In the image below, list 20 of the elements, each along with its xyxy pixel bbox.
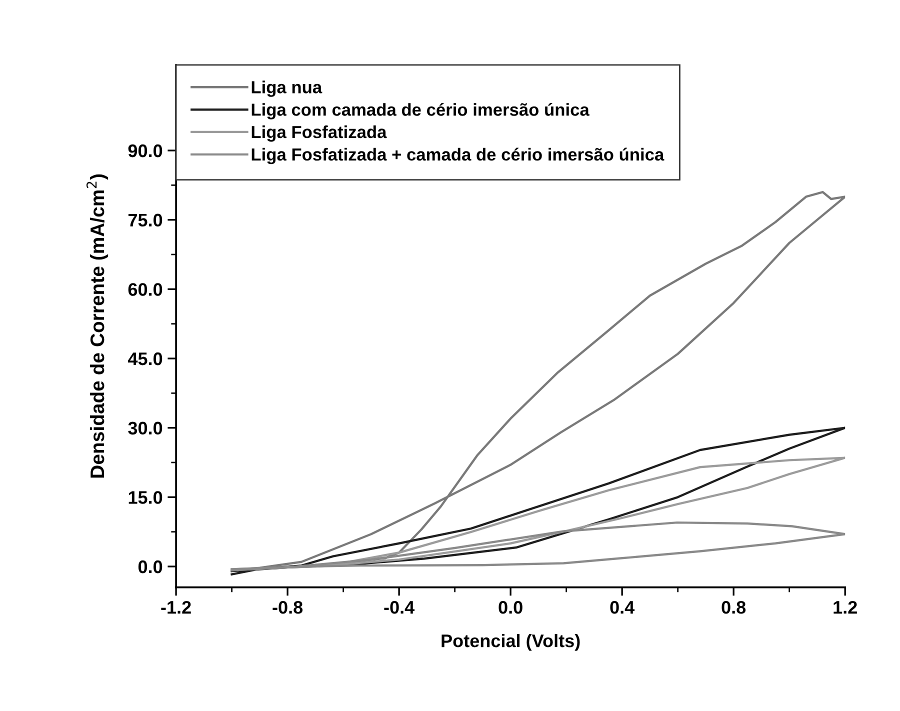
legend-label: Liga nua [252, 80, 322, 97]
y-tick-label: 0.0 [138, 560, 162, 574]
x-axis-title: Potencial (Volts) [442, 634, 580, 651]
legend-label: Liga Fosfatizada [252, 125, 387, 142]
y-tick-label: 90.0 [128, 144, 162, 158]
y-tick-label: 15.0 [128, 491, 162, 504]
legend-label: Liga com camada de cério imersão única [252, 102, 590, 120]
y-tick-label: 30.0 [128, 422, 162, 435]
x-tick-label: 0.8 [722, 600, 746, 614]
y-tick-label: 45.0 [128, 352, 162, 366]
y-tick-label: 60.0 [128, 283, 162, 296]
legend-label: Liga Fosfatizada + camada de cério imersão única [252, 148, 664, 164]
x-tick-label: 0.4 [610, 600, 635, 614]
x-tick-label: -0.8 [272, 600, 303, 614]
x-tick-label: 0.0 [498, 600, 522, 614]
y-axis-title: Densidade de Corrente (mA/cm$^{2}$) [86, 174, 108, 478]
x-tick-label: -0.4 [384, 600, 415, 614]
x-tick-label: 1.2 [834, 600, 857, 614]
y-tick-label: 75.0 [128, 214, 162, 227]
x-tick-label: -1.2 [161, 600, 191, 614]
